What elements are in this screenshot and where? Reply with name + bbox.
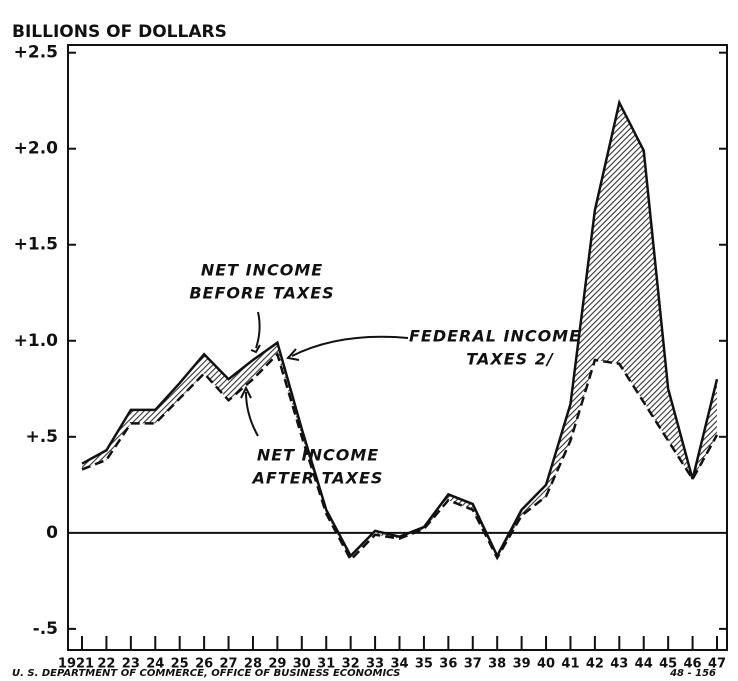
arrow-head [286, 348, 300, 361]
x-tick-label: 31 [317, 657, 335, 672]
x-tick-label: 32 [342, 657, 360, 672]
x-tick-label: 26 [195, 657, 213, 672]
arrow [291, 335, 409, 357]
x-tick-label: 43 [610, 657, 628, 672]
y-tick-label: +.5 [25, 427, 58, 447]
x-tick-label: 30 [293, 657, 311, 672]
annotation: NET INCOME [257, 446, 379, 465]
annotation: TAXES 2/ [466, 350, 554, 369]
plot-frame [67, 44, 728, 651]
y-tick-label: 0 [46, 523, 58, 543]
x-tick-label: 29 [268, 657, 286, 672]
x-tick-label: 35 [415, 657, 433, 672]
arrow [255, 311, 261, 349]
x-tick-label: 33 [366, 657, 384, 672]
x-tick-label: 46 [684, 657, 702, 672]
x-tick-label: 45 [659, 657, 677, 672]
x-tick-label: 28 [244, 657, 262, 672]
x-tick-label: 23 [122, 657, 140, 672]
annotation: BEFORE TAXES [189, 284, 334, 303]
chart-code: 48 - 156 [669, 668, 716, 679]
source: U. S. DEPARTMENT OF COMMERCE, OFFICE OF … [12, 668, 400, 679]
x-tick-label: 37 [464, 657, 482, 672]
x-tick-label: 41 [561, 657, 579, 672]
y-tick-label: +1.0 [14, 331, 59, 351]
x-tick-label: 47 [708, 657, 726, 672]
x-tick-label: 39 [513, 657, 531, 672]
arrow-head [250, 344, 261, 354]
y-tick-label: +2.5 [14, 43, 58, 63]
arrow-head [240, 385, 252, 399]
x-tick-label: 1921 [58, 657, 94, 672]
x-tick-label: 22 [97, 657, 115, 672]
x-tick-label: 24 [146, 657, 164, 672]
tax-band [82, 102, 717, 560]
x-tick-label: 36 [439, 657, 457, 672]
series-line [81, 351, 719, 562]
annotation: NET INCOME [201, 261, 323, 280]
annotation: AFTER TAXES [251, 469, 384, 488]
x-tick-label: 34 [390, 657, 408, 672]
arrows [240, 311, 409, 437]
series-line [81, 98, 719, 559]
y-tick-label: +1.5 [14, 235, 58, 255]
x-tick-label: 42 [586, 657, 604, 672]
arrow [245, 391, 259, 437]
x-tick-label: 27 [219, 657, 237, 672]
annotation: FEDERAL INCOME [409, 327, 581, 346]
y-tick-label: +2.0 [14, 139, 59, 159]
y-tick-label: -.5 [33, 619, 58, 639]
x-tick-label: 44 [635, 657, 653, 672]
x-tick-label: 25 [171, 657, 189, 672]
x-tick-label: 40 [537, 657, 555, 672]
chart-title: BILLIONS OF DOLLARS [12, 22, 227, 42]
x-tick-label: 38 [488, 657, 506, 672]
